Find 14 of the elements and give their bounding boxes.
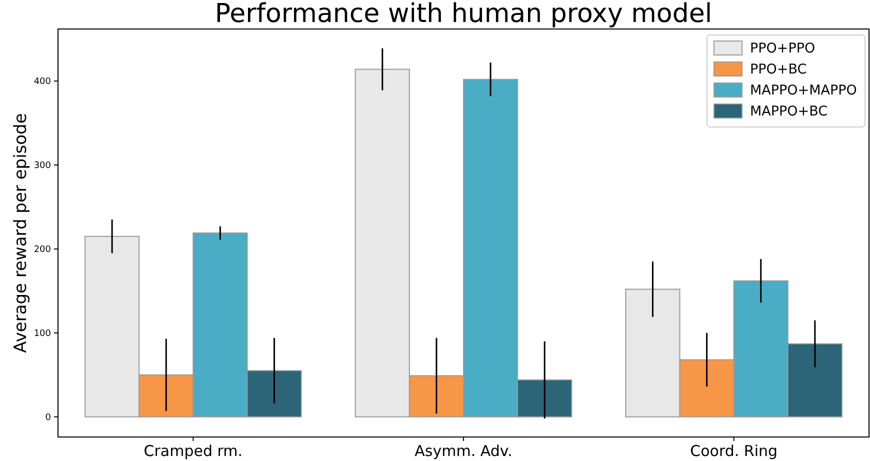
legend-label: MAPPO+MAPPO: [750, 82, 857, 99]
x-tick-label: Asymm. Adv.: [414, 442, 512, 460]
y-axis-title: Average reward per episode: [11, 113, 31, 353]
y-tick-label: 400: [34, 77, 52, 88]
chart-title: Performance with human proxy model: [214, 0, 712, 29]
x-tick-label: Cramped rm.: [144, 442, 243, 460]
y-tick-label: 300: [34, 161, 52, 172]
legend-label: PPO+BC: [750, 62, 807, 78]
y-tick-label: 0: [45, 413, 52, 423]
y-tick-label: 100: [34, 329, 52, 340]
x-tick-label: Coord. Ring: [690, 442, 778, 460]
legend-label: PPO+PPO: [750, 40, 816, 57]
y-tick-label: 200: [34, 245, 52, 256]
legend-label: MAPPO+BC: [750, 104, 828, 120]
